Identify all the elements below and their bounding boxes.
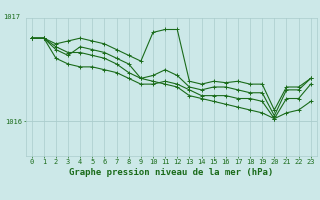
X-axis label: Graphe pression niveau de la mer (hPa): Graphe pression niveau de la mer (hPa) [69,168,273,177]
Text: 1017: 1017 [3,14,20,20]
